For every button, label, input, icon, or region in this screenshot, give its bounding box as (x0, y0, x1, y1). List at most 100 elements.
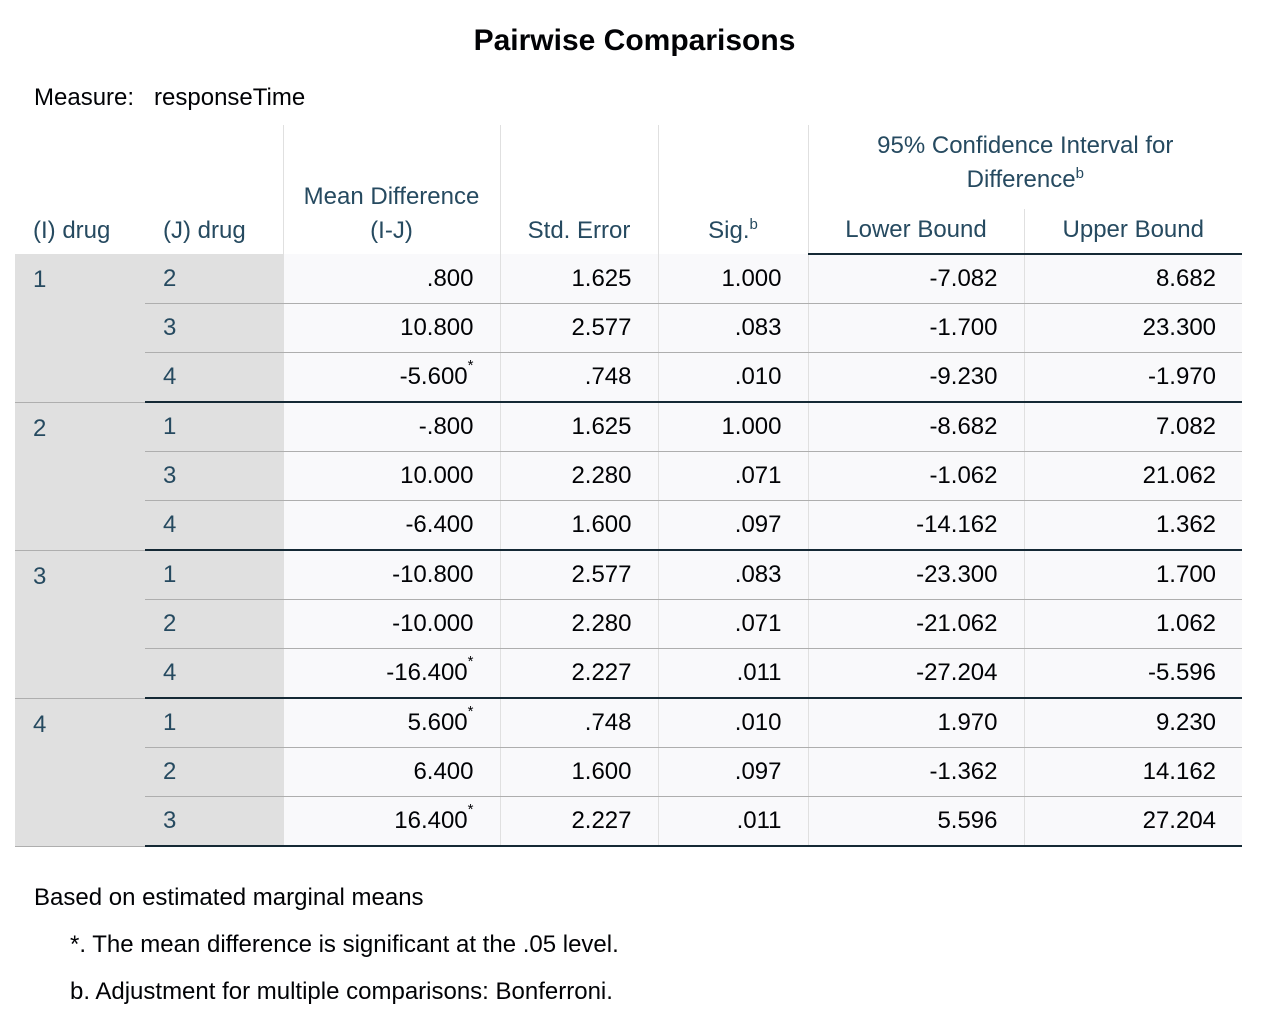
sig: .071 (657, 451, 808, 501)
significance-flag: * (467, 703, 474, 720)
footnotes: Based on estimated marginal means *. The … (34, 884, 619, 1025)
std-error: 2.577 (499, 303, 658, 353)
j-label: 3 (145, 303, 283, 353)
table-row: 3 10.000 2.280.071 -1.062 21.062 (15, 451, 1243, 501)
lower: -14.162 (807, 500, 1024, 551)
upper: 23.300 (1023, 303, 1243, 353)
lower: -21.062 (807, 599, 1024, 649)
i-label: 4 (15, 698, 145, 847)
table-row: 2 6.400 1.600.097 -1.362 14.162 (15, 747, 1243, 797)
upper: 8.682 (1023, 254, 1243, 304)
sig: .083 (657, 550, 808, 600)
header-i: (I) drug (33, 217, 111, 244)
measure-label: Measure: (34, 84, 135, 111)
upper: 1.362 (1023, 500, 1243, 551)
table-row: 1 2 .800 1.625 1.000 -7.082 8.682 (15, 254, 1243, 403)
mean-diff-cell: 5.600* (282, 698, 500, 748)
measure-value: responseTime (154, 84, 306, 111)
upper: 1.700 (1023, 550, 1243, 600)
sig: .010 (657, 352, 808, 403)
upper: -5.596 (1023, 648, 1243, 699)
sig: .011 (657, 648, 808, 699)
sig: .097 (657, 747, 808, 797)
sig: 1.000 (657, 254, 808, 304)
i-label: 1 (15, 254, 145, 403)
table-row: 4 1 5.600* .748.010 1.970 9.230 (15, 698, 1243, 847)
mean-diff-cell: -5.600* (282, 352, 500, 403)
std-error: 1.600 (499, 747, 658, 797)
mean-diff-cell: 16.400* (282, 796, 500, 847)
sig: .083 (657, 303, 808, 353)
mean-diff: -6.400 (405, 511, 474, 538)
header-sig-text: Sig. (708, 217, 750, 244)
j-label: 1 (145, 550, 283, 600)
mean-diff-cell: -16.400* (282, 648, 500, 699)
footnote: b. Adjustment for multiple comparisons: … (70, 978, 613, 1005)
std-error: 2.227 (499, 796, 658, 847)
j-label: 4 (145, 352, 283, 403)
significance-flag: * (467, 653, 474, 670)
sig: 1.000 (657, 402, 808, 452)
j-label: 1 (145, 402, 283, 452)
std-error: 2.280 (499, 451, 658, 501)
j-label: 1 (145, 698, 283, 748)
sig: .071 (657, 599, 808, 649)
significance-flag: * (467, 801, 474, 818)
j-label: 3 (145, 451, 283, 501)
mean-diff-cell: -10.800 (282, 550, 500, 600)
upper: 27.204 (1023, 796, 1243, 847)
header-upper: Upper Bound (1023, 209, 1243, 255)
lower: -9.230 (807, 352, 1024, 403)
lower: -7.082 (807, 254, 1024, 304)
mean-diff: 10.800 (400, 314, 474, 341)
footnote: *. The mean difference is significant at… (70, 931, 619, 958)
table-row: 2 -10.000 2.280.071 -21.062 1.062 (15, 599, 1243, 649)
std-error: 1.600 (499, 500, 658, 551)
std-error: .748 (499, 698, 658, 748)
j-label: 2 (145, 747, 283, 797)
j-label: 3 (145, 796, 283, 847)
mean-diff: -5.600 (399, 363, 468, 390)
mean-diff-cell: 10.000 (282, 451, 500, 501)
lower: -8.682 (807, 402, 1024, 452)
std-error: 2.280 (499, 599, 658, 649)
header-mean-diff: Mean Difference (I-J) (282, 125, 500, 254)
upper: 7.082 (1023, 402, 1243, 452)
lower: -27.204 (807, 648, 1024, 699)
mean-diff-cell: 10.800 (282, 303, 500, 353)
table-row: 3 10.800 2.577.083 -1.700 23.300 (15, 303, 1243, 353)
mean-diff: -.800 (418, 413, 474, 440)
mean-diff: 5.600 (407, 709, 468, 736)
j-label: 2 (145, 254, 283, 304)
upper: -1.970 (1023, 352, 1243, 403)
significance-flag: * (467, 357, 474, 374)
std-error: 2.227 (499, 648, 658, 699)
measure: Measure: responseTime (34, 84, 305, 112)
header-ci-text: 95% Confidence Interval for Difference (877, 132, 1174, 193)
lower: 1.970 (807, 698, 1024, 748)
table-row: 4 -6.400 1.600.097 -14.162 1.362 (15, 500, 1243, 551)
lower: -1.062 (807, 451, 1024, 501)
pairwise-table: (I) drug (J) drug Mean Difference (I-J) … (15, 125, 1243, 847)
j-label: 2 (145, 599, 283, 649)
i-label: 3 (15, 550, 145, 699)
header-sig: Sig.b (657, 125, 808, 254)
sig: .097 (657, 500, 808, 551)
lower: -1.700 (807, 303, 1024, 353)
lower: -23.300 (807, 550, 1024, 600)
header-ci: 95% Confidence Interval for Differenceb (807, 125, 1243, 209)
header-ci-note: b (1075, 165, 1084, 182)
lower: -1.362 (807, 747, 1024, 797)
mean-diff: 10.000 (400, 462, 474, 489)
std-error: .748 (499, 352, 658, 403)
mean-diff: .800 (426, 264, 474, 292)
mean-diff-cell: 6.400 (282, 747, 500, 797)
mean-diff: -16.400 (386, 659, 468, 686)
std-error: 2.577 (499, 550, 658, 600)
std-error: 1.625 (499, 402, 658, 452)
header-std-error: Std. Error (499, 125, 658, 254)
upper: 1.062 (1023, 599, 1243, 649)
footnote: Based on estimated marginal means (34, 884, 424, 911)
sig: .010 (657, 698, 808, 748)
